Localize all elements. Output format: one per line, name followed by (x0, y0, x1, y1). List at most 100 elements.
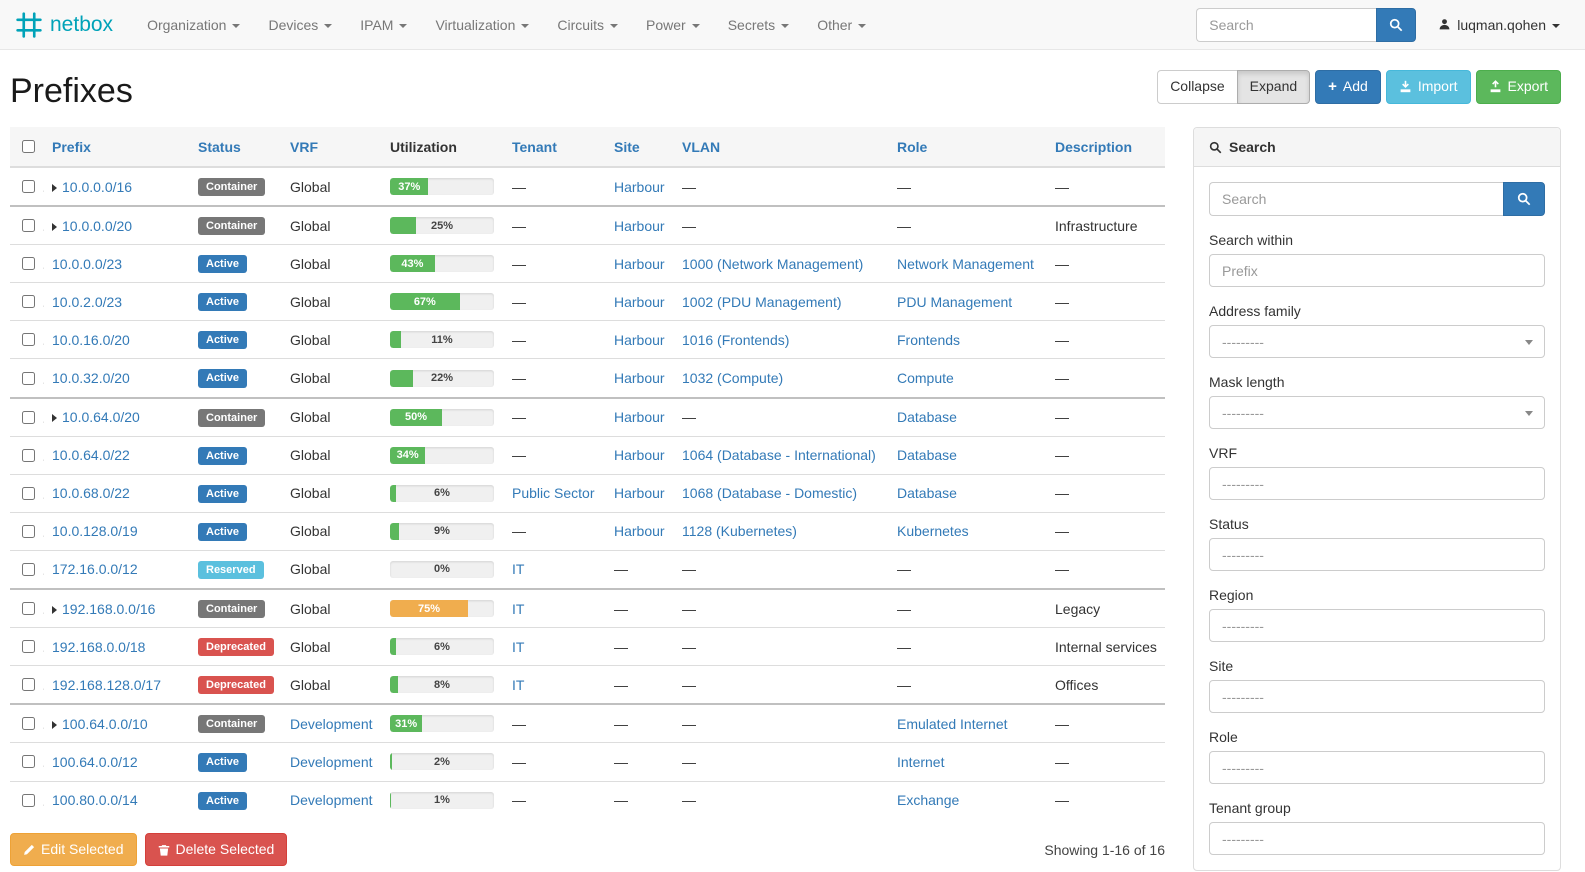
prefix-link[interactable]: 100.80.0.0/14 (52, 792, 138, 809)
col-header-vlan[interactable]: VLAN (674, 127, 889, 168)
role-link[interactable]: Database (897, 485, 957, 502)
row-checkbox[interactable] (22, 755, 35, 769)
col-header-status[interactable]: Status (190, 127, 282, 168)
vlan-link[interactable]: 1032 (Compute) (682, 370, 784, 387)
role-link[interactable]: PDU Management (897, 293, 1013, 310)
prefix-link[interactable]: 192.168.0.0/18 (52, 638, 146, 655)
site-link[interactable]: Harbour (614, 523, 665, 540)
nav-power[interactable]: Power (632, 0, 714, 50)
site-link[interactable]: Harbour (614, 409, 665, 426)
prefix-link[interactable]: 192.168.0.0/16 (62, 600, 156, 617)
filter-input[interactable] (1209, 822, 1545, 855)
select-all-checkbox[interactable] (22, 140, 35, 153)
tenant-link[interactable]: IT (512, 638, 525, 655)
nav-secrets[interactable]: Secrets (714, 0, 803, 50)
prefix-link[interactable]: 10.0.64.0/22 (52, 447, 130, 464)
row-checkbox[interactable] (22, 333, 35, 347)
prefix-link[interactable]: 100.64.0.0/12 (52, 753, 138, 770)
vlan-link[interactable]: 1000 (Network Management) (682, 255, 864, 272)
edit-selected-button[interactable]: Edit Selected (10, 832, 137, 867)
row-checkbox[interactable] (22, 448, 35, 462)
col-header-prefix[interactable]: Prefix (44, 127, 190, 168)
filter-input[interactable] (1209, 751, 1545, 784)
filter-input[interactable] (1209, 538, 1545, 571)
vlan-link[interactable]: 1064 (Database - International) (682, 447, 876, 464)
row-checkbox[interactable] (22, 180, 35, 194)
vlan-link[interactable]: 1002 (PDU Management) (682, 293, 842, 310)
tenant-link[interactable]: IT (512, 676, 525, 693)
expand-arrow-icon[interactable] (52, 183, 57, 192)
role-link[interactable]: Compute (897, 370, 954, 387)
filter-input[interactable] (1209, 680, 1545, 713)
vrf-link[interactable]: Development (290, 792, 373, 809)
col-header-tenant[interactable]: Tenant (504, 127, 606, 168)
prefix-link[interactable]: 100.64.0.0/10 (62, 715, 148, 732)
site-link[interactable]: Harbour (614, 485, 665, 502)
row-checkbox[interactable] (22, 640, 35, 654)
prefix-link[interactable]: 10.0.68.0/22 (52, 485, 130, 502)
tenant-link[interactable]: IT (512, 600, 525, 617)
expand-button[interactable]: Expand (1236, 70, 1311, 104)
expand-arrow-icon[interactable] (52, 720, 57, 729)
role-link[interactable]: Database (897, 409, 957, 426)
col-header-vrf[interactable]: VRF (282, 127, 382, 168)
col-header-description[interactable]: Description (1047, 127, 1165, 168)
prefix-link[interactable]: 10.0.0.0/23 (52, 255, 123, 272)
prefix-link[interactable]: 10.0.0.0/20 (62, 217, 133, 234)
prefix-link[interactable]: 10.0.0.0/16 (62, 178, 133, 195)
nav-other[interactable]: Other (803, 0, 880, 50)
role-link[interactable]: Frontends (897, 331, 961, 348)
site-link[interactable]: Harbour (614, 255, 665, 272)
collapse-button[interactable]: Collapse (1157, 70, 1238, 104)
filter-search-input[interactable] (1209, 182, 1503, 216)
row-checkbox[interactable] (22, 524, 35, 538)
vrf-link[interactable]: Development (290, 715, 373, 732)
import-button[interactable]: Import (1385, 70, 1471, 104)
filter-input[interactable] (1209, 254, 1545, 287)
row-checkbox[interactable] (22, 562, 35, 576)
filter-search-button[interactable] (1503, 182, 1545, 216)
role-link[interactable]: Emulated Internet (897, 715, 1008, 732)
role-link[interactable]: Network Management (897, 255, 1034, 272)
filter-input[interactable] (1209, 609, 1545, 642)
vlan-link[interactable]: 1016 (Frontends) (682, 331, 790, 348)
vrf-link[interactable]: Development (290, 753, 373, 770)
nav-circuits[interactable]: Circuits (543, 0, 632, 50)
global-search-input[interactable] (1196, 7, 1377, 42)
col-header-site[interactable]: Site (606, 127, 674, 168)
expand-arrow-icon[interactable] (52, 222, 57, 231)
nav-ipam[interactable]: IPAM (346, 0, 421, 50)
row-checkbox[interactable] (22, 410, 35, 424)
nav-devices[interactable]: Devices (254, 0, 346, 50)
site-link[interactable]: Harbour (614, 293, 665, 310)
prefix-link[interactable]: 10.0.16.0/20 (52, 331, 130, 348)
row-checkbox[interactable] (22, 371, 35, 385)
prefix-link[interactable]: 10.0.128.0/19 (52, 523, 138, 540)
global-search-button[interactable] (1376, 7, 1417, 42)
prefix-link[interactable]: 10.0.2.0/23 (52, 293, 123, 310)
row-checkbox[interactable] (22, 295, 35, 309)
vlan-link[interactable]: 1128 (Kubernetes) (682, 523, 797, 540)
prefix-link[interactable]: 10.0.64.0/20 (62, 409, 140, 426)
delete-selected-button[interactable]: Delete Selected (144, 832, 288, 867)
tenant-link[interactable]: IT (512, 561, 525, 578)
prefix-link[interactable]: 172.16.0.0/12 (52, 561, 138, 578)
role-link[interactable]: Kubernetes (897, 523, 969, 540)
row-checkbox[interactable] (22, 793, 35, 807)
row-checkbox[interactable] (22, 602, 35, 616)
prefix-link[interactable]: 10.0.32.0/20 (52, 370, 130, 387)
nav-organization[interactable]: Organization (133, 0, 254, 50)
site-link[interactable]: Harbour (614, 447, 665, 464)
site-link[interactable]: Harbour (614, 178, 665, 195)
role-link[interactable]: Exchange (897, 792, 960, 809)
col-header-role[interactable]: Role (889, 127, 1047, 168)
vlan-link[interactable]: 1068 (Database - Domestic) (682, 485, 858, 502)
row-checkbox[interactable] (22, 219, 35, 233)
expand-arrow-icon[interactable] (52, 414, 57, 423)
filter-input[interactable] (1209, 325, 1545, 358)
prefix-link[interactable]: 192.168.128.0/17 (52, 676, 161, 693)
role-link[interactable]: Internet (897, 753, 945, 770)
row-checkbox[interactable] (22, 257, 35, 271)
filter-input[interactable] (1209, 467, 1545, 500)
site-link[interactable]: Harbour (614, 217, 665, 234)
